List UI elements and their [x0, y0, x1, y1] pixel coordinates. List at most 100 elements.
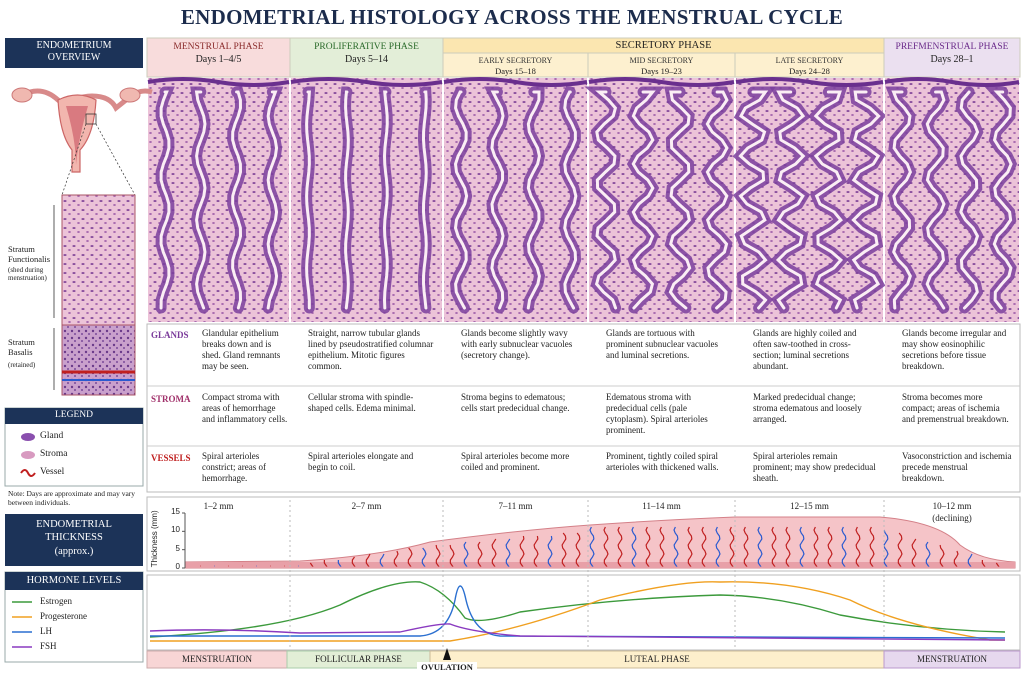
histology-image	[291, 78, 442, 322]
vessel	[939, 544, 945, 567]
vessel	[533, 535, 539, 567]
cell-text: Spiral arterioles become more coiled and…	[461, 451, 570, 472]
hormone-legend-label: LH	[40, 626, 52, 636]
vessel	[435, 544, 441, 567]
cell-text: Spiral arterioles elongate and begin to …	[308, 451, 414, 472]
y-tick-label: 5	[175, 543, 180, 553]
phase-days: Days 15–18	[495, 66, 536, 76]
vessel	[953, 550, 959, 567]
thickness-label: 1–2 mm	[203, 501, 234, 511]
vessel	[757, 526, 763, 567]
vessel	[407, 547, 413, 567]
phase-name: LATE SECRETORY	[775, 56, 844, 65]
cell-text: Compact stroma with areas of hemorrhage …	[202, 392, 288, 424]
gland-lumen	[305, 90, 311, 310]
gland-lumen	[266, 90, 279, 310]
cell-text: Marked predecidual change; stroma edemat…	[753, 392, 862, 424]
thickness-title: ENDOMETRIAL THICKNESS	[36, 519, 112, 543]
gland-lumen	[738, 90, 769, 310]
vessel	[673, 526, 679, 567]
thickness-label: 12–15 mm	[790, 501, 829, 511]
row-label: STROMA	[151, 394, 191, 404]
vessel	[309, 562, 314, 567]
vessel	[897, 532, 903, 567]
vessel	[379, 553, 385, 567]
legend-title: LEGEND	[55, 410, 93, 420]
vessel	[841, 526, 847, 567]
vessel	[589, 526, 595, 567]
lh-curve	[150, 585, 1006, 639]
legend-icon	[21, 451, 35, 459]
legend-item: Vessel	[40, 467, 65, 477]
cell-text: Spiral arterioles remain prominent; may …	[753, 451, 876, 483]
vessel	[995, 562, 1000, 567]
histology-image	[736, 78, 883, 322]
cell-text: Straight, narrow tubular glands lined by…	[308, 328, 434, 371]
vessel-group	[200, 526, 1000, 567]
gland-lumen	[194, 90, 207, 310]
cell-text: Stroma becomes more compact; areas of is…	[902, 392, 1009, 424]
page-title: ENDOMETRIAL HISTOLOGY ACROSS THE MENSTRU…	[180, 5, 844, 29]
y-tick-label: 15	[171, 507, 180, 516]
phase-name: MID SECRETORY	[629, 56, 694, 65]
y-axis-label: Thickness (mm)	[150, 510, 160, 568]
phase-header	[734, 52, 885, 78]
phase-header	[883, 37, 1021, 78]
thickness-label: 7–11 mm	[498, 501, 533, 511]
vessel	[449, 544, 455, 567]
gland-lumen	[925, 90, 946, 310]
phase-days: Days 5–14	[344, 54, 389, 65]
cell-text: Prominent, tightly coiled spiral arterio…	[606, 451, 719, 472]
cycle-label: FOLLICULAR PHASE	[315, 654, 402, 664]
gland-lumen	[382, 90, 389, 310]
phase-name: PREFMENSTRUAL PHASE	[895, 42, 1009, 52]
cell-text: Edematous stroma with predecidual cells …	[606, 392, 708, 435]
gland-lumen	[992, 90, 1013, 310]
vessel	[575, 532, 581, 567]
legend-icon	[21, 433, 35, 441]
gland-lumen	[453, 90, 469, 310]
layer-note: (retained)	[8, 361, 36, 369]
vessel	[883, 529, 889, 567]
thickness-note: (declining)	[932, 513, 972, 523]
vessel	[351, 556, 356, 567]
cycle-label: MENSTRUATION	[181, 654, 252, 664]
thickness-label: 2–7 mm	[351, 501, 382, 511]
cycle-segment	[883, 650, 1021, 669]
hormone-header	[5, 572, 143, 590]
gland-lumen	[891, 90, 913, 310]
thickness-profile	[184, 516, 1016, 569]
cycle-label: LUTEAL PHASE	[624, 654, 690, 664]
gland-lumen	[959, 90, 980, 310]
gland-lumen	[594, 90, 618, 310]
vessel	[967, 553, 973, 567]
gland-lumen	[490, 90, 505, 310]
overview-header	[5, 38, 143, 68]
phase-header	[146, 37, 291, 78]
phase-name: EARLY SECRETORY	[478, 56, 553, 65]
cell-text: Spiral arterioles constrict; areas of he…	[202, 451, 266, 483]
thickness-label: 10–12 mm	[932, 501, 972, 511]
secretory-header	[442, 37, 885, 54]
decoration	[146, 37, 1021, 492]
vessel	[561, 532, 567, 567]
table-frame	[146, 323, 1021, 493]
vessel	[659, 526, 665, 567]
vessel	[547, 535, 553, 567]
hormone-legend-label: Estrogen	[40, 596, 72, 606]
note: Note: Days are approximate and may vary …	[8, 489, 136, 507]
cell-text: Glandular epithelium breaks down and is …	[202, 328, 281, 371]
surface-epithelium	[735, 77, 884, 87]
phase-header	[587, 52, 736, 78]
gland-lumen	[851, 90, 881, 310]
gland-lumen	[668, 90, 692, 310]
vessel	[799, 526, 805, 567]
progesterone-curve	[150, 581, 1005, 642]
vessel	[813, 526, 819, 567]
secretory-title: SECRETORY PHASE	[615, 40, 712, 51]
vessel	[393, 550, 399, 567]
legend-item: Stroma	[40, 449, 68, 459]
hormone-title: HORMONE LEVELS	[26, 575, 122, 586]
